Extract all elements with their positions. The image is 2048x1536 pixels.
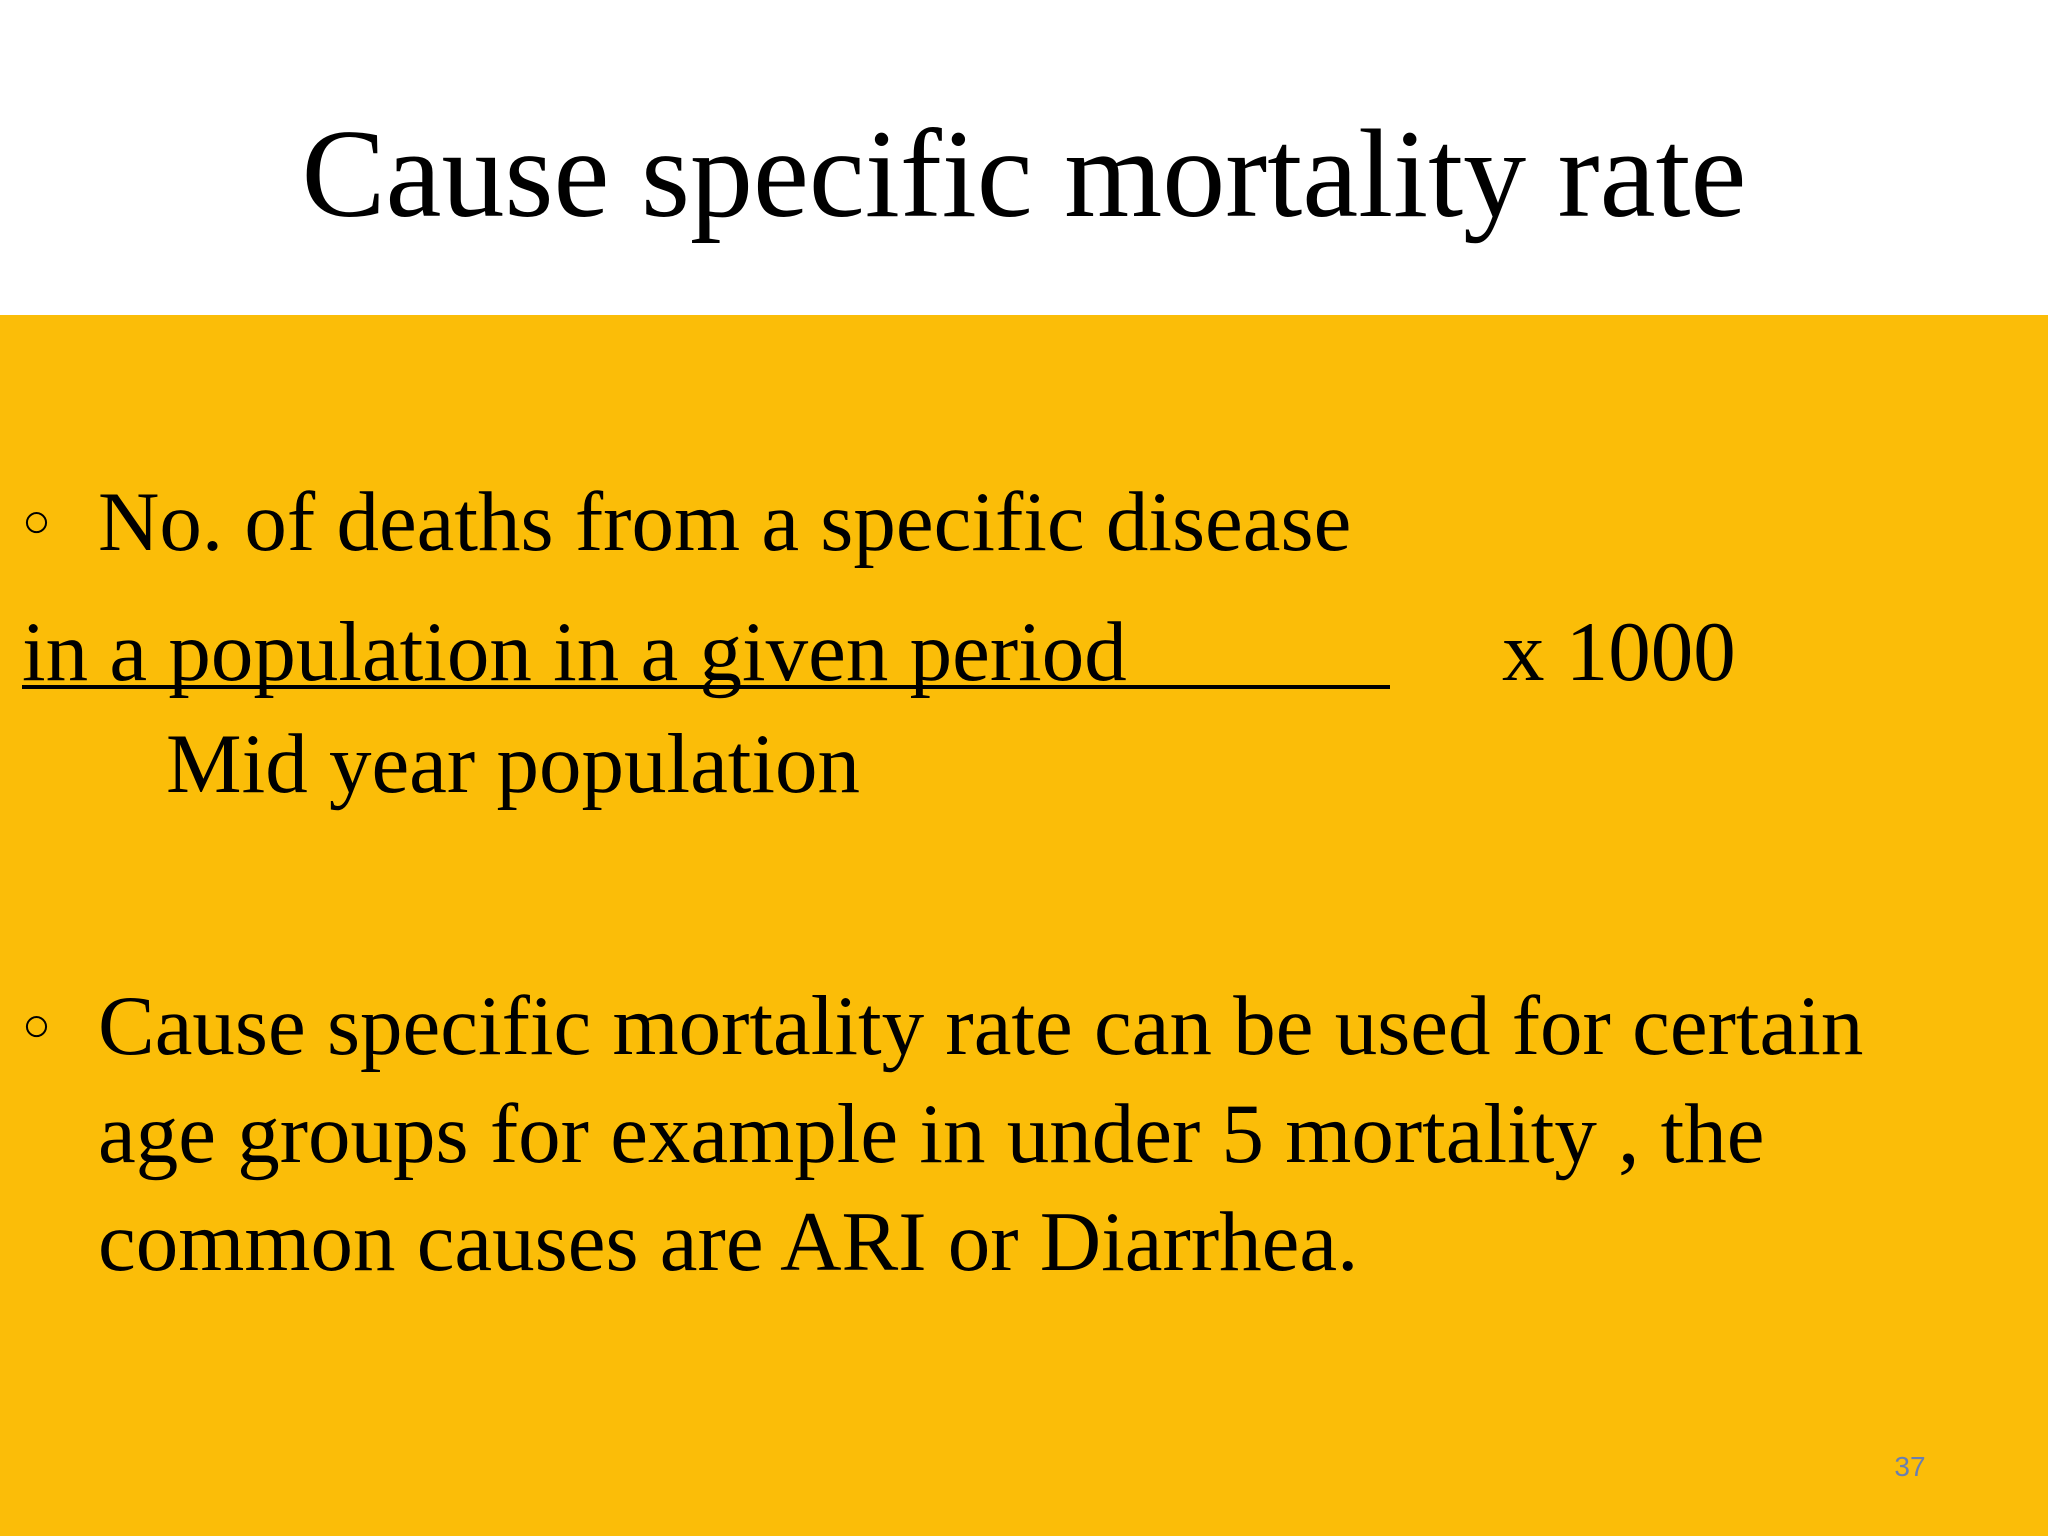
bullet2-line2: age groups for example in under 5 mortal… — [98, 1087, 1765, 1181]
formula-numerator-line1: No. of deaths from a specific disease — [98, 475, 1352, 569]
circle-bullet-icon: ○ — [22, 999, 51, 1052]
circle-bullet-icon: ○ — [22, 495, 51, 548]
title-band: Cause specific mortality rate — [0, 0, 2048, 315]
content-area — [0, 315, 2048, 1536]
formula-denominator: Mid year population — [166, 717, 861, 811]
page-number: 37 — [1894, 1451, 1926, 1482]
formula-numerator-line2: in a population in a given period — [22, 605, 1127, 699]
bullet2-line3: common causes are ARI or Diarrhea. — [98, 1195, 1359, 1289]
formula-multiplier: x 1000 — [1502, 605, 1736, 699]
bullet2-line1: Cause specific mortality rate can be use… — [98, 979, 1864, 1073]
slide-title: Cause specific mortality rate — [301, 105, 1747, 244]
fraction-bar — [22, 685, 1390, 689]
